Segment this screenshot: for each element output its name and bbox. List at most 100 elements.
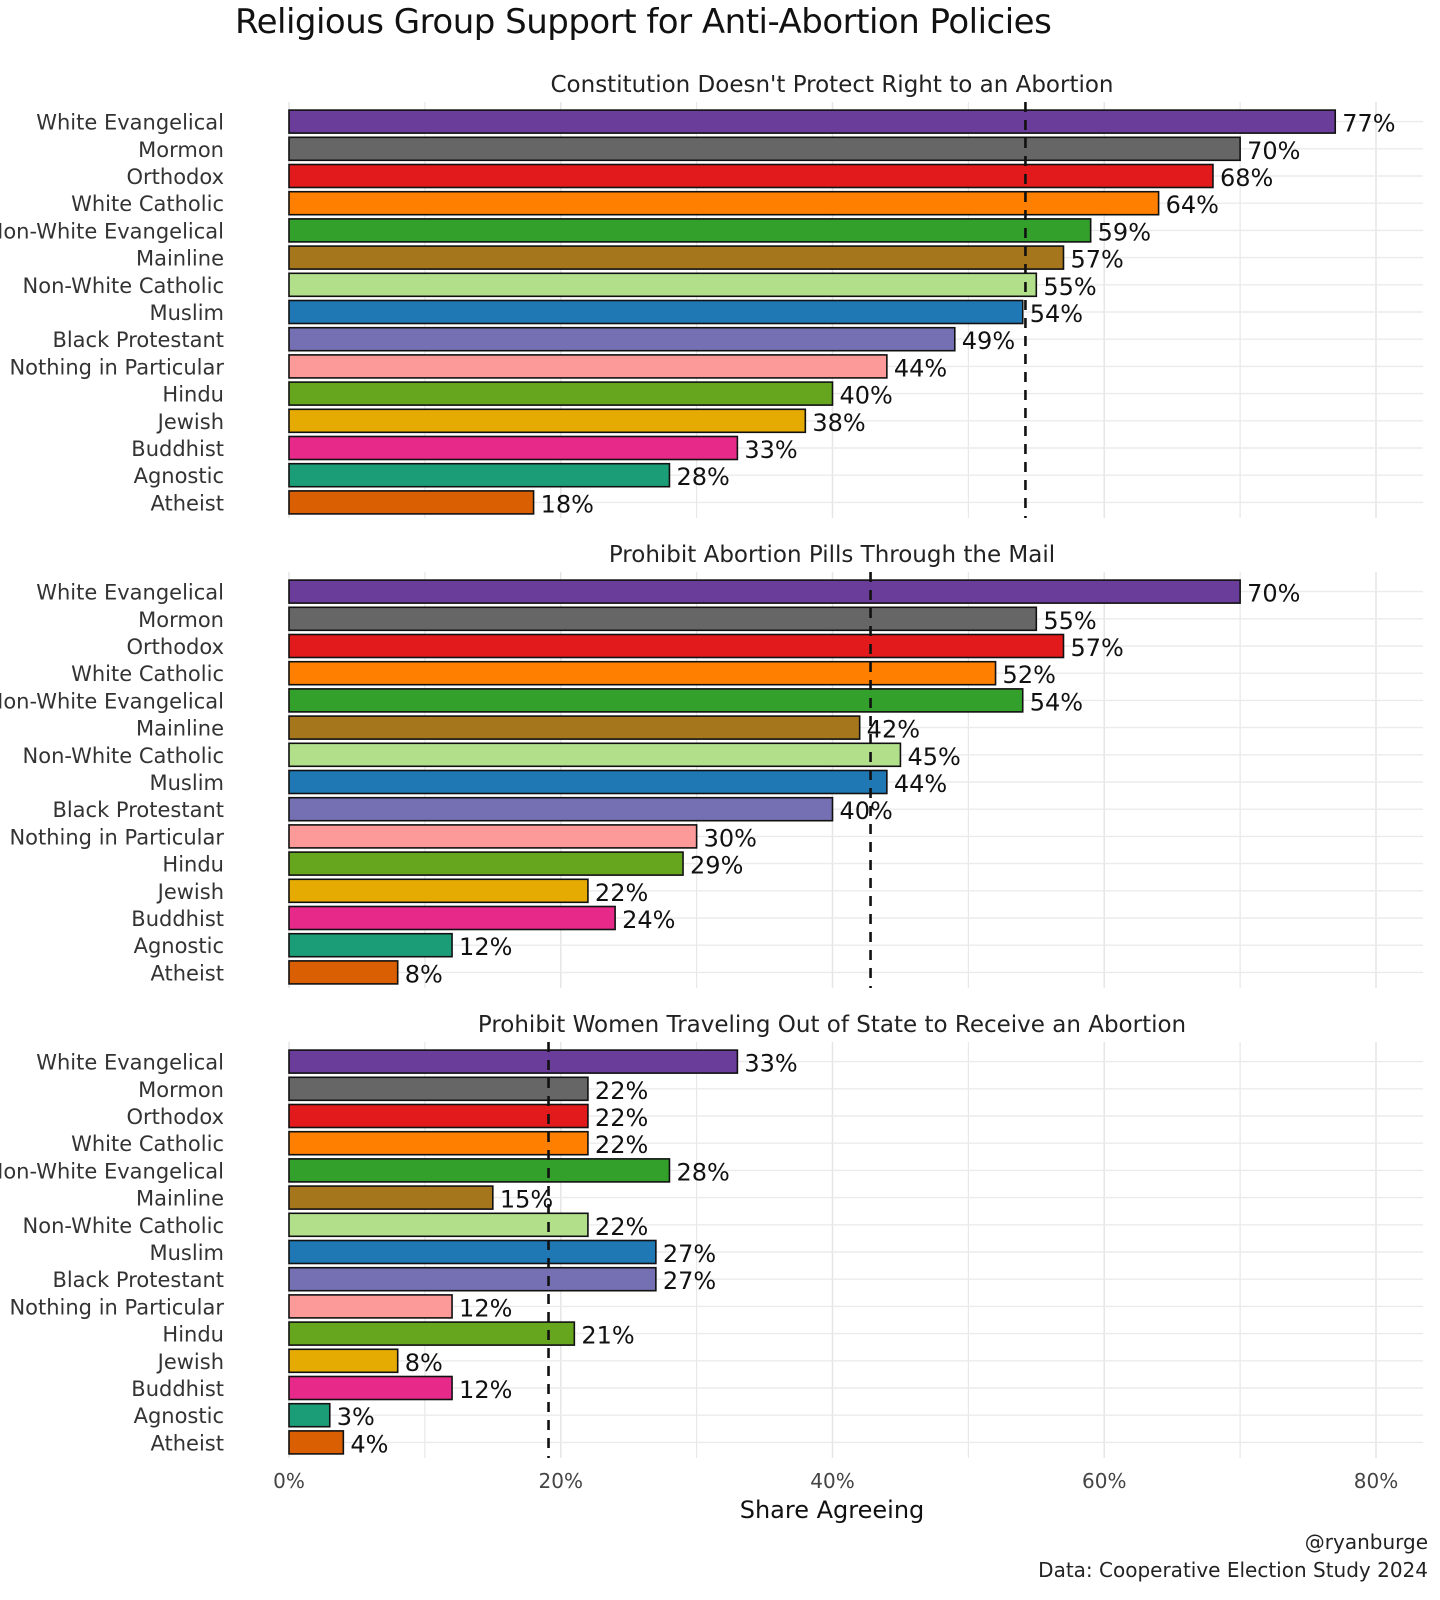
bar-mainline bbox=[288, 1185, 494, 1210]
category-label: Non-White Catholic bbox=[23, 274, 224, 298]
bar-agnostic bbox=[288, 932, 453, 958]
value-label: 40% bbox=[840, 382, 893, 410]
value-label: 28% bbox=[676, 1158, 729, 1186]
bar-black-protestant bbox=[288, 796, 834, 822]
category-label: Buddhist bbox=[131, 437, 224, 461]
category-label: White Evangelical bbox=[36, 111, 224, 135]
value-label: 68% bbox=[1220, 164, 1273, 192]
x-tick-label: 20% bbox=[539, 1469, 583, 1493]
bar-jewish bbox=[288, 878, 589, 904]
value-label: 12% bbox=[459, 1376, 512, 1404]
value-label: 22% bbox=[595, 1213, 648, 1241]
value-label: 55% bbox=[1043, 273, 1096, 301]
bar-non-white-catholic bbox=[288, 272, 1038, 298]
value-label: 12% bbox=[459, 933, 512, 961]
bar-non-white-catholic bbox=[288, 742, 902, 768]
value-label: 49% bbox=[962, 327, 1015, 355]
value-label: 29% bbox=[690, 852, 743, 880]
value-label: 30% bbox=[704, 824, 757, 852]
value-label: 38% bbox=[812, 409, 865, 437]
value-label: 8% bbox=[405, 1349, 443, 1377]
bar-white-evangelical bbox=[288, 1049, 739, 1074]
bar-nothing-in-particular bbox=[288, 354, 888, 379]
bar-white-evangelical bbox=[288, 109, 1337, 134]
value-label: 27% bbox=[663, 1267, 716, 1295]
value-label: 57% bbox=[1070, 634, 1123, 662]
bar-hindu bbox=[288, 381, 834, 406]
bar-muslim bbox=[288, 1239, 657, 1265]
bar-agnostic bbox=[288, 462, 671, 488]
category-label: Black Protestant bbox=[52, 1268, 224, 1292]
value-label: 33% bbox=[744, 436, 797, 464]
value-label: 64% bbox=[1166, 191, 1219, 219]
category-label: Jewish bbox=[156, 880, 224, 904]
value-label: 57% bbox=[1070, 246, 1123, 274]
bar-non-white-evangelical bbox=[288, 218, 1092, 243]
bar-hindu bbox=[288, 1321, 576, 1346]
value-label: 27% bbox=[663, 1240, 716, 1268]
category-label: White Catholic bbox=[71, 1132, 224, 1156]
category-label: Non-White Evangelical bbox=[0, 1159, 224, 1183]
bar-muslim bbox=[288, 299, 1024, 325]
value-label: 77% bbox=[1342, 110, 1395, 138]
value-label: 44% bbox=[894, 354, 947, 382]
bar-hindu bbox=[288, 851, 684, 876]
x-tick-label: 60% bbox=[1082, 1469, 1126, 1493]
category-label: Black Protestant bbox=[52, 798, 224, 822]
bar-black-protestant bbox=[288, 1266, 657, 1292]
category-label: Buddhist bbox=[131, 907, 224, 931]
panel-title: Constitution Doesn't Protect Right to an… bbox=[550, 72, 1113, 98]
category-label: Atheist bbox=[151, 491, 224, 515]
category-label: Mainline bbox=[136, 247, 224, 271]
value-label: 40% bbox=[840, 797, 893, 825]
category-label: Non-White Catholic bbox=[23, 744, 224, 768]
x-tick-label: 40% bbox=[810, 1469, 854, 1493]
x-tick-label: 0% bbox=[273, 1469, 305, 1493]
bar-orthodox bbox=[288, 1103, 589, 1129]
value-label: 28% bbox=[676, 463, 729, 491]
bar-white-catholic bbox=[288, 1130, 589, 1156]
category-label: Muslim bbox=[150, 771, 225, 795]
category-label: Non-White Evangelical bbox=[0, 689, 224, 713]
bar-mormon bbox=[288, 606, 1038, 632]
category-label: Jewish bbox=[156, 1350, 224, 1374]
bar-muslim bbox=[288, 769, 888, 795]
category-label: Muslim bbox=[150, 1241, 225, 1265]
category-label: Mormon bbox=[138, 608, 224, 632]
value-label: 70% bbox=[1247, 137, 1300, 165]
value-label: 33% bbox=[744, 1050, 797, 1078]
chart-title: Religious Group Support for Anti-Abortio… bbox=[235, 2, 1052, 42]
value-label: 52% bbox=[1003, 661, 1056, 689]
value-label: 22% bbox=[595, 1077, 648, 1105]
category-label: Non-White Evangelical bbox=[0, 219, 224, 243]
category-label: Non-White Catholic bbox=[23, 1214, 224, 1238]
category-label: White Catholic bbox=[71, 662, 224, 686]
category-label: Nothing in Particular bbox=[9, 825, 224, 849]
category-label: Muslim bbox=[150, 301, 225, 325]
value-label: 55% bbox=[1043, 607, 1096, 635]
bar-nothing-in-particular bbox=[288, 1294, 453, 1319]
credit-source: Data: Cooperative Election Study 2024 bbox=[1038, 1558, 1428, 1582]
category-label: Orthodox bbox=[126, 165, 224, 189]
x-tick-label: 80% bbox=[1354, 1469, 1398, 1493]
bar-white-catholic bbox=[288, 190, 1160, 216]
value-label: 42% bbox=[867, 716, 920, 744]
category-label: Mainline bbox=[136, 717, 224, 741]
category-label: Hindu bbox=[162, 853, 224, 877]
bar-jewish bbox=[288, 1348, 399, 1374]
bar-atheist bbox=[288, 1430, 345, 1455]
value-label: 70% bbox=[1247, 580, 1300, 608]
value-label: 59% bbox=[1098, 218, 1151, 246]
category-label: Hindu bbox=[162, 383, 224, 407]
value-label: 22% bbox=[595, 879, 648, 907]
credit-handle: @ryanburge bbox=[1304, 1530, 1428, 1554]
category-label: White Evangelical bbox=[36, 1051, 224, 1075]
value-label: 22% bbox=[595, 1131, 648, 1159]
bar-non-white-evangelical bbox=[288, 688, 1024, 713]
bar-white-catholic bbox=[288, 660, 997, 686]
bar-atheist bbox=[288, 960, 399, 985]
value-label: 12% bbox=[459, 1294, 512, 1322]
category-label: Nothing in Particular bbox=[9, 355, 224, 379]
value-label: 54% bbox=[1030, 300, 1083, 328]
